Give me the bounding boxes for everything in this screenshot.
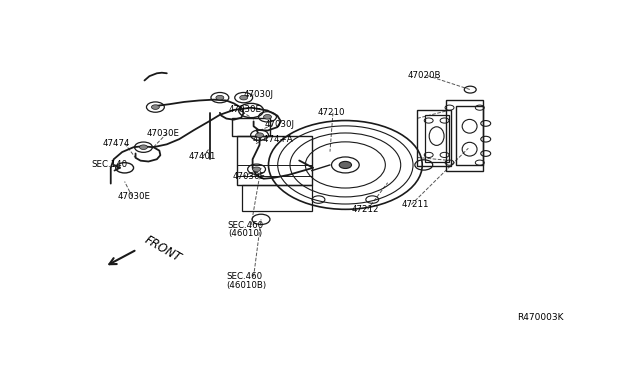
Text: 47030E: 47030E <box>117 192 150 201</box>
Text: 47030E: 47030E <box>147 129 180 138</box>
Text: (46010): (46010) <box>228 229 262 238</box>
Bar <box>456 106 483 165</box>
Bar <box>425 115 449 162</box>
Circle shape <box>253 167 260 171</box>
Text: 47030J: 47030J <box>264 121 294 129</box>
Text: 47020B: 47020B <box>408 71 441 80</box>
Bar <box>242 185 312 211</box>
Bar <box>417 110 451 166</box>
Text: SEC.140: SEC.140 <box>91 160 127 169</box>
Bar <box>446 100 483 171</box>
Text: SEC.460: SEC.460 <box>228 221 264 230</box>
Text: FRONT: FRONT <box>142 234 183 265</box>
Text: 47401: 47401 <box>188 152 216 161</box>
Circle shape <box>339 161 351 169</box>
Text: 47474: 47474 <box>102 139 130 148</box>
Text: 47030E: 47030E <box>232 172 265 181</box>
Circle shape <box>264 115 271 119</box>
Text: 47030E: 47030E <box>229 105 262 113</box>
Text: R470003K: R470003K <box>517 313 564 322</box>
Text: 47212: 47212 <box>352 205 380 214</box>
Circle shape <box>140 145 147 150</box>
Text: (46010B): (46010B) <box>227 281 266 290</box>
Circle shape <box>152 105 159 109</box>
Circle shape <box>255 133 264 137</box>
Bar <box>232 118 270 136</box>
Bar <box>237 136 312 185</box>
Text: 47030J: 47030J <box>244 90 274 99</box>
Text: 47474+A: 47474+A <box>253 135 293 144</box>
Text: SEC.460: SEC.460 <box>227 272 262 281</box>
Text: 47211: 47211 <box>401 200 429 209</box>
Circle shape <box>216 95 224 100</box>
Circle shape <box>240 95 248 100</box>
Text: 47210: 47210 <box>317 108 344 117</box>
